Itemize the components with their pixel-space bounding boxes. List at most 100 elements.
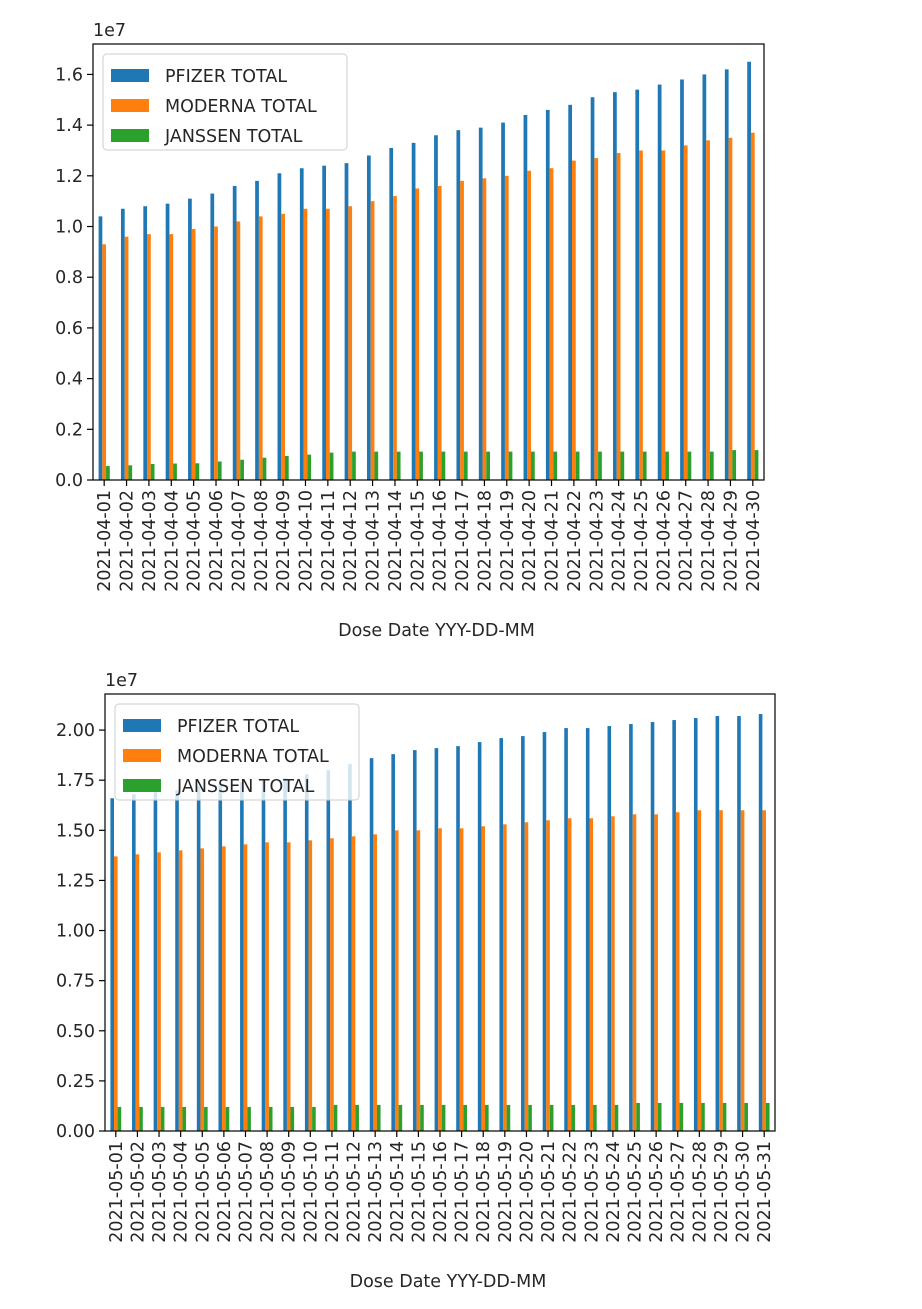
bar-janssen-total-2021-04-27 <box>687 451 692 480</box>
bar-moderna-total-2021-05-18 <box>481 826 486 1131</box>
bar-moderna-total-2021-04-06 <box>214 226 218 480</box>
bar-janssen-total-2021-04-21 <box>553 451 558 480</box>
x-tick-label: 2021-04-04 <box>162 490 182 592</box>
bar-pfizer-total-2021-05-17 <box>456 746 460 1131</box>
y-tick-label: 0.75 <box>56 972 95 992</box>
bar-pfizer-total-2021-04-09 <box>277 173 282 480</box>
bar-pfizer-total-2021-05-10 <box>304 774 309 1131</box>
bar-pfizer-total-2021-05-21 <box>542 732 547 1131</box>
bar-moderna-total-2021-05-16 <box>438 828 442 1131</box>
bar-moderna-total-2021-04-22 <box>572 160 576 480</box>
bar-moderna-total-2021-04-29 <box>728 137 733 481</box>
bar-janssen-total-2021-05-29 <box>722 1102 727 1131</box>
bar-moderna-total-2021-04-10 <box>303 208 308 480</box>
bar-janssen-total-2021-05-18 <box>485 1104 489 1131</box>
y-tick-label: 0.50 <box>56 1022 95 1042</box>
bar-janssen-total-2021-05-27 <box>679 1102 684 1131</box>
bar-janssen-total-2021-04-07 <box>240 459 244 480</box>
x-tick-label: 2021-05-13 <box>366 1141 386 1243</box>
x-tick-label: 2021-05-31 <box>755 1141 775 1243</box>
bar-pfizer-total-2021-05-25 <box>629 724 633 1131</box>
x-tick-label: 2021-04-21 <box>543 490 563 592</box>
x-tick-label: 2021-05-17 <box>453 1141 473 1243</box>
bar-pfizer-total-2021-04-30 <box>747 61 751 481</box>
bar-janssen-total-2021-04-17 <box>463 451 468 480</box>
axes-frame <box>92 43 765 481</box>
bar-janssen-total-2021-04-26 <box>665 451 669 480</box>
bar-moderna-total-2021-04-01 <box>102 244 107 480</box>
bar-pfizer-total-2021-04-06 <box>210 193 215 480</box>
bar-moderna-total-2021-05-06 <box>222 846 226 1131</box>
bar-moderna-total-2021-04-07 <box>236 221 241 480</box>
bar-janssen-total-2021-04-08 <box>262 457 267 480</box>
x-tick-label: 2021-05-04 <box>172 1141 192 1243</box>
y-tick-label: 0.4 <box>55 370 83 390</box>
bar-moderna-total-2021-05-10 <box>308 840 313 1131</box>
bar-janssen-total-2021-04-12 <box>352 451 356 480</box>
x-tick-label: 2021-05-24 <box>604 1141 624 1243</box>
bar-pfizer-total-2021-05-11 <box>326 770 331 1131</box>
bar-pfizer-total-2021-05-02 <box>132 794 136 1131</box>
bar-janssen-total-2021-05-02 <box>139 1106 143 1131</box>
bar-moderna-total-2021-05-21 <box>546 820 550 1131</box>
bar-janssen-total-2021-05-20 <box>528 1104 532 1131</box>
bar-moderna-total-2021-04-13 <box>370 201 375 480</box>
bar-moderna-total-2021-05-31 <box>762 810 766 1131</box>
bar-janssen-total-2021-05-13 <box>376 1104 381 1131</box>
bar-janssen-total-2021-04-20 <box>531 451 535 480</box>
bar-janssen-total-2021-04-16 <box>441 451 446 480</box>
bar-moderna-total-2021-04-23 <box>594 158 599 480</box>
bar-moderna-total-2021-05-09 <box>286 842 291 1131</box>
bar-moderna-total-2021-05-07 <box>243 844 248 1131</box>
legend-swatch <box>111 99 149 112</box>
bar-moderna-total-2021-05-23 <box>589 818 594 1131</box>
bar-pfizer-total-2021-04-03 <box>143 206 148 481</box>
x-tick-label: 2021-04-08 <box>252 490 272 592</box>
y-tick-label: 1.75 <box>56 771 95 791</box>
x-tick-label: 2021-05-18 <box>474 1141 494 1243</box>
x-tick-label: 2021-04-01 <box>95 490 115 592</box>
legend-box <box>114 703 360 801</box>
bar-pfizer-total-2021-04-29 <box>724 69 729 480</box>
bar-pfizer-total-2021-05-18 <box>477 742 482 1131</box>
bar-pfizer-total-2021-05-03 <box>153 792 158 1131</box>
x-tick-label: 2021-04-18 <box>475 490 495 592</box>
bar-pfizer-total-2021-05-20 <box>521 736 525 1131</box>
bar-moderna-total-2021-04-28 <box>706 140 710 480</box>
bar-janssen-total-2021-04-22 <box>575 451 580 480</box>
x-tick-label: 2021-05-16 <box>431 1141 451 1243</box>
bar-pfizer-total-2021-04-05 <box>188 198 192 480</box>
y-tick-label: 0.2 <box>55 420 83 440</box>
bar-moderna-total-2021-04-08 <box>258 216 263 480</box>
legend-swatch <box>123 779 161 792</box>
bar-janssen-total-2021-05-31 <box>765 1102 770 1131</box>
bar-pfizer-total-2021-05-04 <box>175 790 179 1131</box>
x-tick-label: 2021-04-09 <box>274 490 294 592</box>
bar-pfizer-total-2021-04-24 <box>613 92 617 480</box>
x-tick-label: 2021-05-14 <box>388 1141 408 1243</box>
bar-moderna-total-2021-04-27 <box>683 145 688 480</box>
x-axis-label: Dose Date YYY-DD-MM <box>350 1272 547 1292</box>
y-tick-label: 1.4 <box>55 116 83 136</box>
bar-moderna-total-2021-05-26 <box>654 814 658 1131</box>
x-tick-label: 2021-04-11 <box>319 490 339 592</box>
bar-moderna-total-2021-04-04 <box>169 234 174 480</box>
bar-janssen-total-2021-05-19 <box>506 1104 511 1131</box>
bar-janssen-total-2021-04-30 <box>754 450 759 480</box>
bar-pfizer-total-2021-05-05 <box>196 786 201 1131</box>
chart-may: 0.00 0.25 0.50 0.75 1.00 1.25 1.50 1.75 2.00 2021… <box>56 671 776 1292</box>
bar-moderna-total-2021-04-11 <box>325 208 330 480</box>
bar-janssen-total-2021-05-30 <box>744 1102 748 1131</box>
x-tick-label: 2021-05-29 <box>712 1141 732 1243</box>
bar-janssen-total-2021-05-06 <box>225 1106 230 1131</box>
legend-label: PFIZER TOTAL <box>165 67 287 87</box>
bar-pfizer-total-2021-04-11 <box>322 165 326 481</box>
bar-pfizer-total-2021-05-14 <box>391 754 395 1131</box>
bar-janssen-total-2021-04-02 <box>128 465 133 480</box>
bar-pfizer-total-2021-04-13 <box>366 155 371 480</box>
bar-pfizer-total-2021-04-17 <box>456 130 461 480</box>
bar-moderna-total-2021-04-14 <box>393 196 397 480</box>
x-tick-label: 2021-04-30 <box>744 490 764 592</box>
bar-moderna-total-2021-05-04 <box>178 850 183 1131</box>
bar-moderna-total-2021-05-22 <box>567 818 572 1131</box>
